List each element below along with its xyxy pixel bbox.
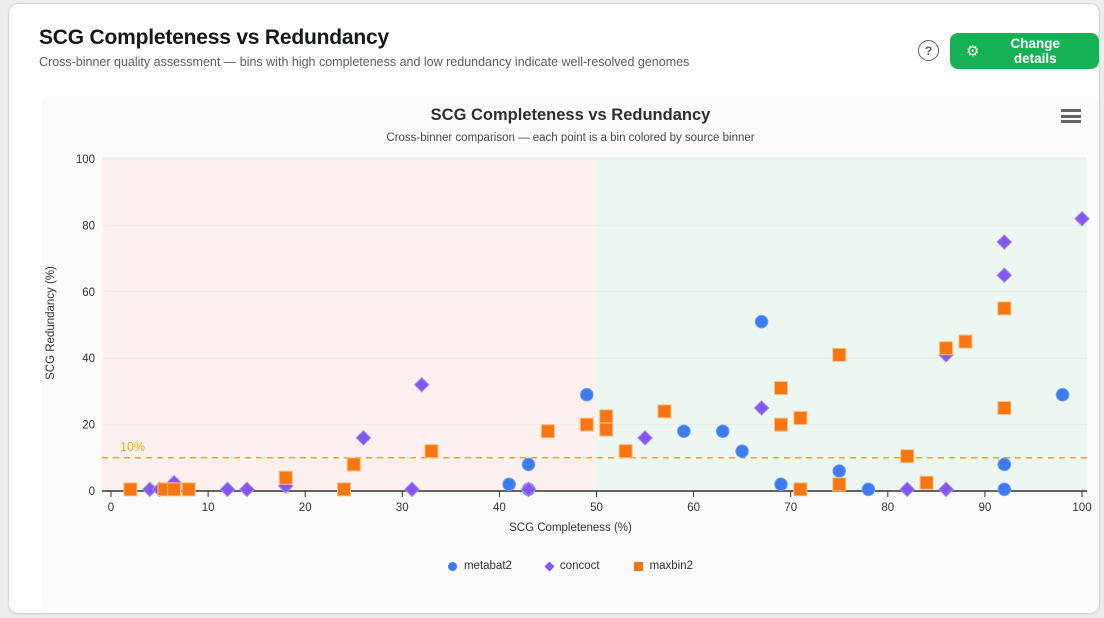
x-tick-label: 90: [979, 502, 992, 514]
maxbin2-point[interactable]: [424, 444, 439, 459]
maxbin2-point[interactable]: [657, 404, 672, 419]
concoct-point[interactable]: [753, 400, 770, 416]
metabat2-point[interactable]: [1055, 387, 1070, 402]
gear-icon: ⚙: [966, 42, 980, 60]
y-axis-title: SCG Redundancy (%): [45, 266, 57, 380]
metabat2-point[interactable]: [521, 457, 536, 472]
legend-label: maxbin2: [649, 560, 694, 572]
page-title: SCG Completeness vs Redundancy: [39, 26, 389, 49]
concoct-point[interactable]: [404, 481, 420, 498]
metabat2-point[interactable]: [715, 424, 730, 439]
legend-item-concoct[interactable]: concoct: [544, 560, 600, 572]
maxbin2-point[interactable]: [997, 401, 1012, 415]
y-tick-label: 40: [82, 353, 95, 365]
maxbin2-point[interactable]: [181, 482, 196, 497]
maxbin2-point[interactable]: [346, 457, 361, 472]
x-tick-label: 70: [784, 502, 797, 514]
chart-title: SCG Completeness vs Redundancy: [430, 106, 711, 124]
x-tick-label: 0: [108, 502, 114, 514]
change-details-label: Change details: [1010, 36, 1060, 66]
maxbin2-point[interactable]: [832, 477, 847, 492]
maxbin2-point[interactable]: [278, 470, 293, 485]
legend-label: metabat2: [463, 560, 512, 572]
metabat2-point[interactable]: [861, 482, 876, 497]
legend-item-metabat2[interactable]: metabat2: [447, 560, 512, 572]
zone-band: [596, 157, 1087, 491]
help-icon[interactable]: ?: [918, 40, 939, 61]
page-card: SCG Completeness vs Redundancy Cross-bin…: [8, 3, 1100, 614]
concoct-point[interactable]: [413, 376, 430, 393]
metabat2-point[interactable]: [997, 482, 1012, 497]
y-tick-label: 80: [82, 220, 95, 232]
maxbin2-point[interactable]: [939, 341, 954, 356]
maxbin2-point[interactable]: [919, 475, 934, 490]
maxbin2-point[interactable]: [540, 424, 555, 439]
maxbin2-point[interactable]: [958, 334, 973, 349]
concoct-point[interactable]: [938, 481, 954, 498]
legend-label: concoct: [559, 560, 600, 572]
x-tick-label: 50: [590, 502, 603, 514]
metabat2-point[interactable]: [774, 477, 788, 492]
concoct-point[interactable]: [899, 481, 916, 498]
circle-icon: [447, 561, 457, 571]
chart-panel: SCG Completeness vs Redundancy Cross-bin…: [42, 96, 1099, 609]
change-details-button[interactable]: ⚙ Change details: [950, 33, 1099, 69]
metabat2-point[interactable]: [677, 424, 691, 439]
y-tick-label: 0: [89, 486, 95, 498]
maxbin2-point[interactable]: [579, 417, 594, 432]
chart-legend: metabat2 concoct maxbin2: [42, 556, 1099, 576]
square-icon: [633, 561, 643, 571]
concoct-point[interactable]: [637, 429, 653, 446]
threshold-label: 10%: [120, 440, 145, 454]
metabat2-point[interactable]: [502, 477, 516, 492]
maxbin2-point[interactable]: [599, 409, 614, 424]
maxbin2-point[interactable]: [618, 444, 633, 459]
zone-band: [102, 157, 597, 491]
x-tick-label: 80: [881, 502, 894, 514]
maxbin2-point[interactable]: [773, 417, 788, 432]
page-subtitle: Cross-binner quality assessment — bins w…: [39, 55, 690, 69]
x-tick-label: 30: [396, 502, 409, 514]
chart-menu-icon[interactable]: [1061, 108, 1081, 124]
diamond-icon: [544, 561, 555, 571]
maxbin2-point[interactable]: [900, 449, 915, 464]
y-tick-label: 20: [82, 420, 95, 432]
maxbin2-point[interactable]: [123, 482, 138, 497]
metabat2-point[interactable]: [579, 387, 594, 402]
concoct-point[interactable]: [996, 267, 1013, 284]
x-axis-title: SCG Completeness (%): [509, 522, 632, 534]
maxbin2-point[interactable]: [793, 410, 808, 425]
x-tick-label: 20: [299, 502, 312, 514]
maxbin2-point[interactable]: [167, 482, 182, 497]
maxbin2-point[interactable]: [773, 381, 788, 396]
metabat2-point[interactable]: [735, 444, 749, 458]
y-tick-label: 100: [76, 154, 95, 166]
x-tick-label: 40: [493, 502, 506, 514]
maxbin2-point[interactable]: [793, 482, 808, 497]
maxbin2-point[interactable]: [337, 482, 352, 497]
metabat2-point[interactable]: [832, 464, 847, 478]
concoct-point[interactable]: [355, 429, 372, 446]
maxbin2-point[interactable]: [832, 347, 847, 362]
y-tick-label: 60: [82, 287, 95, 299]
maxbin2-point[interactable]: [599, 422, 614, 437]
concoct-point[interactable]: [520, 481, 537, 498]
concoct-point[interactable]: [1074, 210, 1090, 227]
concoct-point[interactable]: [996, 234, 1013, 250]
concoct-point[interactable]: [141, 481, 158, 498]
x-tick-label: 60: [687, 502, 700, 514]
x-tick-label: 100: [1072, 502, 1091, 514]
metabat2-point[interactable]: [997, 457, 1012, 472]
chart-subtitle: Cross-binner comparison — each point is …: [386, 132, 755, 144]
metabat2-point[interactable]: [754, 314, 769, 329]
x-tick-label: 10: [202, 502, 215, 514]
maxbin2-point[interactable]: [997, 301, 1012, 316]
concoct-point[interactable]: [239, 481, 255, 498]
legend-item-maxbin2[interactable]: maxbin2: [633, 560, 694, 572]
concoct-point[interactable]: [219, 481, 236, 498]
